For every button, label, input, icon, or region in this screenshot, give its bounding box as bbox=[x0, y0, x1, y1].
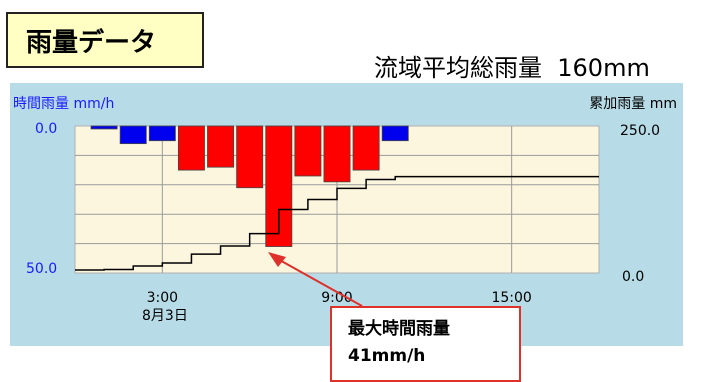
x-tick-label: 15:00 bbox=[491, 290, 531, 306]
left-tick-bottom: 50.0 bbox=[26, 261, 58, 277]
callout-line-2: 41mm/h bbox=[348, 346, 426, 366]
x-tick-label: 3:00 bbox=[147, 290, 178, 306]
rain-bar bbox=[236, 125, 264, 189]
max-rainfall-callout: 最大時間雨量 41mm/h bbox=[330, 306, 521, 382]
rain-bar bbox=[207, 125, 235, 168]
total-rainfall-caption: 流域平均総雨量 bbox=[374, 54, 542, 82]
page-title: 雨量データ bbox=[6, 12, 204, 68]
rain-bar bbox=[381, 125, 409, 142]
rain-bar bbox=[119, 125, 147, 145]
rainfall-chart: 3:00 9:00 15:00 bbox=[74, 125, 600, 306]
left-axis-label: 時間雨量 mm/h bbox=[13, 96, 115, 112]
rain-bar bbox=[177, 125, 205, 171]
date-label: 8月3日 bbox=[142, 308, 188, 324]
cumulative-line bbox=[75, 175, 599, 271]
cumulative-rainfall-line bbox=[75, 175, 599, 271]
callout-line-1: 最大時間雨量 bbox=[348, 319, 450, 339]
page-title-text: 雨量データ bbox=[26, 27, 157, 58]
rain-bar bbox=[352, 125, 380, 171]
right-tick-bottom: 0.0 bbox=[622, 269, 645, 285]
rain-bar bbox=[148, 125, 176, 142]
total-rainfall-value: 160mm bbox=[557, 54, 650, 82]
rain-bar bbox=[90, 125, 118, 130]
right-axis-label: 累加雨量 mm bbox=[589, 96, 677, 112]
total-rainfall-label: 流域平均総雨量 160mm bbox=[374, 48, 650, 83]
left-tick-top: 0.0 bbox=[35, 121, 58, 137]
rain-bar bbox=[323, 125, 351, 183]
hourly-bars bbox=[90, 125, 409, 247]
x-axis-ticks: 3:00 9:00 15:00 bbox=[147, 290, 532, 306]
rain-bar bbox=[294, 125, 322, 177]
x-tick-label: 9:00 bbox=[321, 290, 352, 306]
right-tick-top: 250.0 bbox=[620, 123, 661, 139]
